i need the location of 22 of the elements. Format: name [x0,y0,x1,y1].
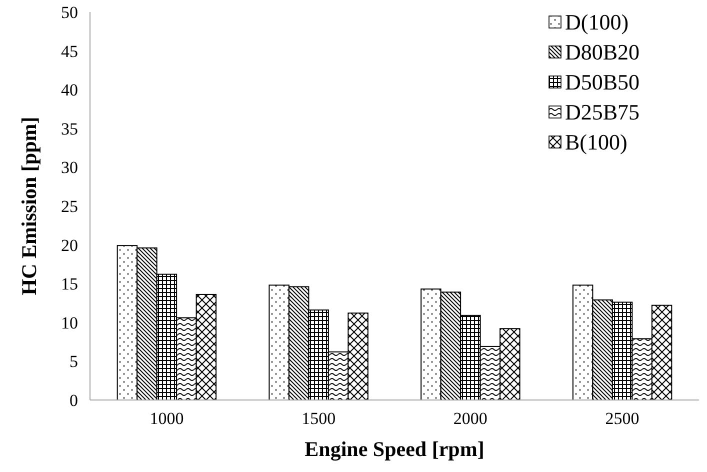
x-tick-label: 1500 [302,409,336,428]
x-tick-label: 2000 [453,409,488,428]
y-tick-label: 0 [70,390,78,410]
y-tick-label: 5 [70,352,78,372]
y-tick-label: 30 [61,158,78,178]
y-tick-label: 10 [61,313,78,332]
legend-label: D(100) [565,10,629,35]
y-tick-label: 25 [61,196,78,216]
y-tick-label: 20 [61,236,78,255]
x-tick-label: 2500 [605,409,640,428]
y-tick-label: 15 [61,274,78,294]
legend-label: D50B50 [565,70,640,95]
y-tick-label: 35 [61,119,78,138]
y-tick-label: 50 [61,2,78,22]
y-axis-title: HC Emission [ppm] [17,116,41,296]
legend-label: D80B20 [565,40,640,65]
legend-label: D25B75 [565,100,640,125]
y-tick-label: 40 [61,80,78,100]
x-tick-label: 1000 [150,409,184,428]
y-tick-label: 45 [61,42,78,61]
legend-label: B(100) [565,130,628,155]
x-axis-title: Engine Speed [rpm] [304,437,484,461]
